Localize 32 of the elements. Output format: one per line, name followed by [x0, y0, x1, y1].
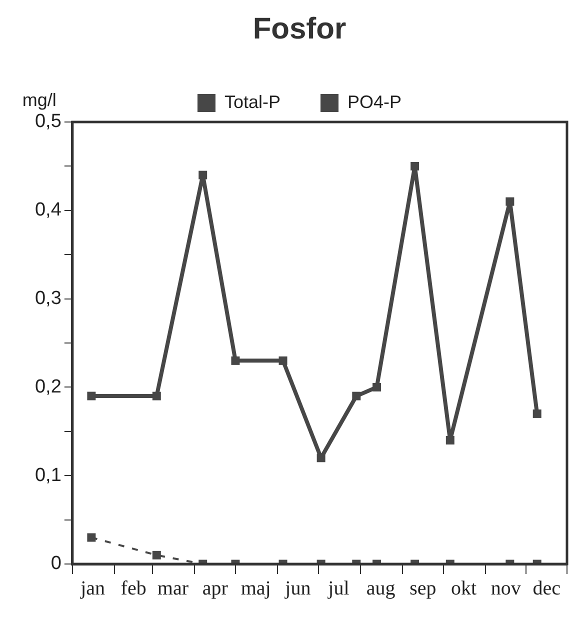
y-tick-label: 0,4 — [34, 200, 62, 221]
point — [352, 392, 361, 400]
y-tick-label: 0 — [50, 553, 62, 574]
legend-label: PO4-P — [348, 92, 402, 112]
point — [152, 392, 161, 400]
x-tick-label: jul — [327, 577, 350, 600]
point — [372, 382, 382, 392]
point — [506, 197, 514, 206]
y-tick-label: 0,1 — [34, 464, 62, 486]
x-tick-label: maj — [240, 577, 271, 600]
point — [532, 409, 542, 418]
x-tick-label: jan — [80, 577, 106, 600]
legend-label: Total-P — [224, 92, 281, 112]
y-tick-label: 0,2 — [34, 376, 62, 398]
y-tick-label: 0,5 — [34, 111, 62, 132]
point — [446, 436, 454, 444]
y-axis-title: mg/l — [22, 90, 56, 110]
y-tick-label: 0,3 — [34, 288, 62, 310]
point — [316, 454, 326, 462]
x-tick-label: jun — [284, 577, 311, 600]
x-tick-label: dec — [532, 577, 561, 600]
x-tick-label: feb — [120, 577, 146, 600]
point — [231, 356, 240, 365]
x-tick-label: aug — [366, 577, 396, 600]
x-tick-label: mar — [157, 577, 189, 600]
point — [278, 356, 288, 365]
chart-title: Fosfor — [252, 12, 346, 46]
x-tick-label: nov — [490, 577, 521, 600]
x-tick-label: apr — [202, 577, 228, 600]
point — [87, 392, 96, 400]
x-tick-label: sep — [410, 577, 436, 600]
x-tick-label: okt — [450, 577, 477, 600]
